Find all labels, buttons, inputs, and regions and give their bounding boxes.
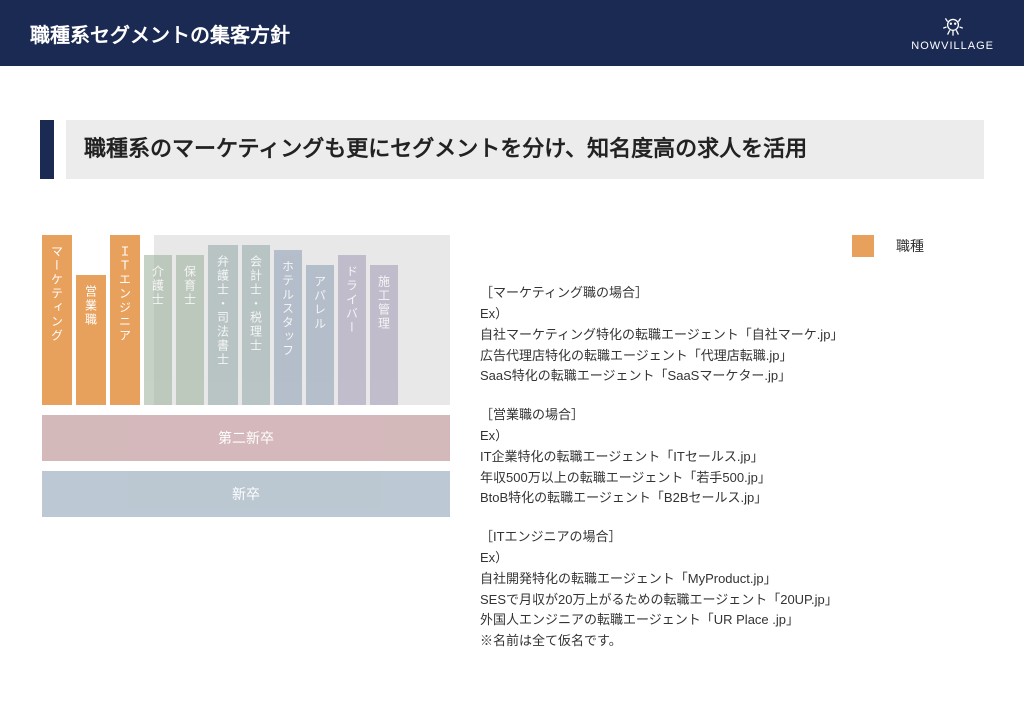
text-section: ［営業職の場合］Ex）IT企業特化の転職エージェント「ITセールス.jp」年収5…	[480, 405, 984, 509]
text-section: ［ITエンジニアの場合］Ex）自社開発特化の転職エージェント「MyProduct…	[480, 527, 984, 652]
vertical-bar: 保育士	[176, 255, 204, 405]
header-title: 職種系セグメントの集客方針	[30, 19, 290, 48]
section-line: ※名前は全て仮名です。	[480, 631, 984, 652]
vertical-bar: 弁護士・司法書士	[208, 245, 238, 405]
diagram: マーケティング営業職ＩＴエンジニア介護士保育士弁護士・司法書士会計士・税理士ホテ…	[40, 235, 450, 670]
vertical-bar: ドライバー	[338, 255, 366, 405]
text-section: ［マーケティング職の場合］Ex）自社マーケティング特化の転職エージェント「自社マ…	[480, 283, 984, 387]
content: マーケティング営業職ＩＴエンジニア介護士保育士弁護士・司法書士会計士・税理士ホテ…	[0, 235, 1024, 670]
section-line: 自社マーケティング特化の転職エージェント「自社マーケ.jp」	[480, 325, 984, 346]
horizontal-bar: 新卒	[42, 471, 450, 517]
vertical-bar: 介護士	[144, 255, 172, 405]
vertical-bar: マーケティング	[42, 235, 72, 405]
vertical-bar: 会計士・税理士	[242, 245, 270, 405]
section-ex: Ex）	[480, 548, 984, 569]
accent-bar	[40, 120, 54, 179]
section-line: IT企業特化の転職エージェント「ITセールス.jp」	[480, 447, 984, 468]
section-ex: Ex）	[480, 304, 984, 325]
lion-icon	[940, 14, 966, 40]
vertical-bar: アパレル	[306, 265, 334, 405]
section-heading: ［営業職の場合］	[480, 405, 984, 426]
vertical-bar: ホテルスタッフ	[274, 250, 302, 405]
vertical-bar: 施工管理	[370, 265, 398, 405]
legend-swatch	[852, 235, 874, 257]
brand-logo: NOWVILLAGE	[911, 14, 994, 52]
section-line: SaaS特化の転職エージェント「SaaSマーケター.jp」	[480, 366, 984, 387]
header: 職種系セグメントの集客方針 NOWVILLAGE	[0, 0, 1024, 66]
section-line: 外国人エンジニアの転職エージェント「UR Place .jp」	[480, 610, 984, 631]
section-heading: ［ITエンジニアの場合］	[480, 527, 984, 548]
section-line: 年収500万以上の転職エージェント「若手500.jp」	[480, 468, 984, 489]
subtitle-row: 職種系のマーケティングも更にセグメントを分け、知名度高の求人を活用	[40, 120, 984, 179]
section-line: 広告代理店特化の転職エージェント「代理店転職.jp」	[480, 346, 984, 367]
vertical-bar: ＩＴエンジニア	[110, 235, 140, 405]
section-line: SESで月収が20万上がるための転職エージェント「20UP.jp」	[480, 590, 984, 611]
brand-text: NOWVILLAGE	[911, 40, 994, 52]
section-line: 自社開発特化の転職エージェント「MyProduct.jp」	[480, 569, 984, 590]
horizontal-bar: 第二新卒	[42, 415, 450, 461]
right-panel: 職種 ［マーケティング職の場合］Ex）自社マーケティング特化の転職エージェント「…	[480, 235, 984, 670]
section-heading: ［マーケティング職の場合］	[480, 283, 984, 304]
subtitle: 職種系のマーケティングも更にセグメントを分け、知名度高の求人を活用	[66, 120, 984, 179]
section-ex: Ex）	[480, 426, 984, 447]
vertical-bar: 営業職	[76, 275, 106, 405]
legend: 職種	[480, 235, 924, 257]
legend-label: 職種	[896, 235, 924, 257]
section-line: BtoB特化の転職エージェント「B2Bセールス.jp」	[480, 488, 984, 509]
